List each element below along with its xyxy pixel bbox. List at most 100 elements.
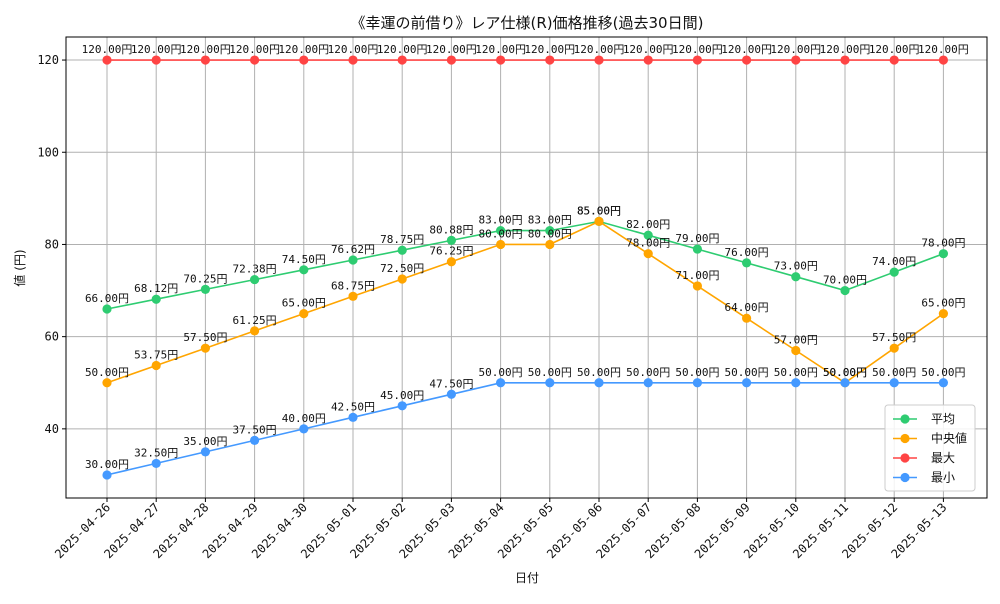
data-point (594, 378, 604, 388)
data-point (840, 55, 850, 65)
data-point (889, 343, 899, 353)
legend-entry-label: 平均 (931, 412, 955, 426)
x-axis-label: 日付 (515, 571, 539, 585)
data-point (250, 326, 260, 336)
data-label: 120.00円 (426, 43, 477, 56)
data-label: 120.00円 (623, 43, 674, 56)
data-point (938, 55, 949, 65)
legend-marker (900, 433, 910, 444)
data-point (397, 55, 407, 65)
data-point (200, 343, 210, 353)
data-label: 65.00円 (282, 297, 326, 310)
plot-frame (65, 36, 988, 499)
data-point (643, 55, 653, 65)
data-point (102, 378, 112, 388)
data-label: 61.25円 (233, 314, 277, 327)
data-point (840, 378, 850, 388)
data-point (348, 412, 358, 422)
data-label: 120.00円 (672, 43, 723, 56)
data-point (151, 294, 161, 304)
data-label: 120.00円 (82, 43, 133, 56)
data-label: 80.00円 (479, 227, 523, 240)
data-point (496, 378, 506, 388)
data-point (397, 245, 407, 255)
data-label: 50.00円 (774, 366, 818, 379)
data-point (102, 304, 112, 314)
data-label: 68.75円 (331, 279, 375, 292)
data-point (250, 274, 260, 285)
data-point (692, 244, 703, 254)
data-point (791, 378, 801, 388)
data-label: 76.00円 (725, 246, 769, 259)
legend-marker (900, 453, 910, 463)
data-point (299, 265, 309, 275)
data-label: 64.00円 (725, 301, 769, 314)
data-point (496, 226, 506, 236)
data-point (348, 55, 358, 65)
data-label: 82.00円 (626, 218, 670, 231)
data-point (938, 378, 949, 388)
data-label: 83.00円 (528, 214, 572, 227)
data-point (496, 239, 506, 250)
data-point (200, 55, 210, 65)
data-point (299, 424, 309, 434)
legend-marker (900, 414, 910, 424)
series-line-0 (106, 220, 944, 310)
data-label: 50.00円 (528, 366, 572, 379)
data-point (545, 226, 555, 236)
data-label: 68.12円 (134, 282, 178, 295)
data-point (250, 435, 260, 445)
data-label: 50.00円 (85, 366, 129, 379)
data-point (643, 230, 653, 240)
data-label: 120.00円 (721, 43, 772, 56)
data-point (102, 470, 112, 480)
data-point (594, 55, 604, 65)
data-label: 32.50円 (134, 446, 178, 459)
y-tick-label: 60 (45, 330, 59, 344)
data-label: 78.00円 (626, 237, 670, 250)
data-label: 78.75円 (380, 233, 424, 246)
data-label: 50.00円 (479, 366, 523, 379)
y-tick-label: 80 (45, 237, 59, 251)
data-label: 50.00円 (823, 366, 867, 379)
data-point (840, 285, 850, 296)
y-tick-label: 100 (37, 145, 59, 159)
series-line-3 (106, 381, 944, 476)
data-label: 50.00円 (725, 366, 769, 379)
data-label: 120.00円 (820, 43, 871, 56)
data-label: 80.00円 (528, 227, 572, 240)
data-label: 66.00円 (85, 292, 129, 305)
data-label: 120.00円 (278, 43, 329, 56)
y-axis-label: 値 (円) (12, 249, 27, 286)
data-point (742, 313, 752, 323)
data-label: 70.25円 (183, 272, 227, 285)
data-point (151, 55, 161, 65)
data-label: 71.00円 (675, 269, 719, 282)
data-label: 72.50円 (380, 262, 424, 275)
data-label: 57.50円 (183, 331, 227, 344)
data-label: 50.00円 (823, 366, 867, 379)
data-point (643, 249, 653, 259)
data-label: 57.50円 (872, 331, 916, 344)
data-point (938, 249, 949, 259)
data-point (742, 378, 752, 388)
data-point (594, 216, 604, 226)
legend-entry-label: 中央値 (931, 431, 967, 446)
y-tick-label: 120 (37, 53, 59, 67)
data-label: 50.00円 (872, 366, 916, 379)
data-label: 40.00円 (282, 412, 326, 425)
data-point (348, 255, 358, 265)
data-label: 72.38円 (233, 263, 277, 276)
data-label: 120.00円 (475, 43, 526, 56)
data-point (446, 235, 456, 245)
data-label: 120.00円 (180, 43, 231, 56)
data-point (299, 55, 309, 65)
data-label: 50.00円 (921, 366, 965, 379)
data-label: 50.00円 (577, 366, 621, 379)
data-point (545, 378, 555, 388)
data-label: 120.00円 (377, 43, 428, 56)
